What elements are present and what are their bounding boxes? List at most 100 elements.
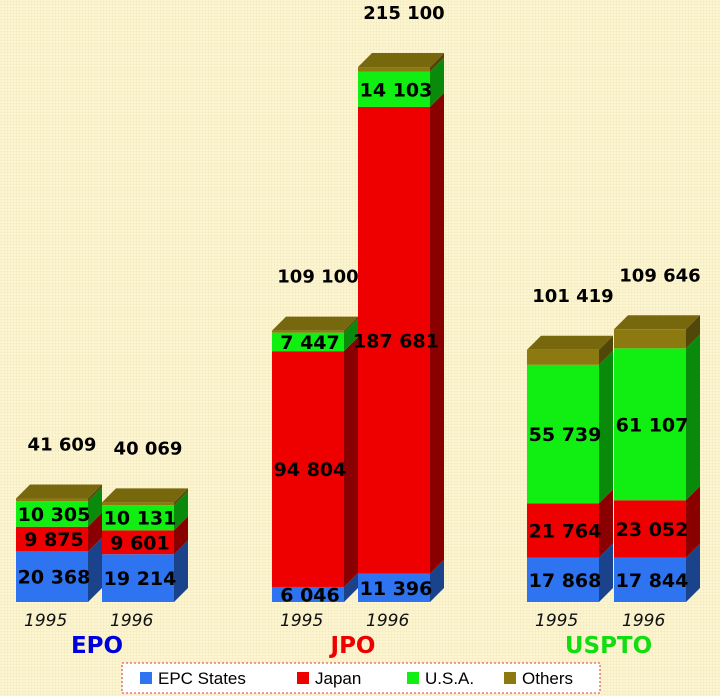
legend-label-japan: Japan: [315, 669, 361, 688]
bar-epo-1995-epc-states: [16, 551, 88, 602]
bar-uspto-1995-u-s-a: [527, 364, 599, 504]
data-label-uspto-1995-u-s-a: 55 739: [529, 424, 602, 446]
year-label-uspto-1995: 1995: [535, 611, 578, 631]
bar-side-uspto-1995-u-s-a: [599, 350, 613, 504]
data-label-jpo-1996-u-s-a: 14 103: [360, 79, 433, 101]
legend-box: [121, 662, 601, 694]
data-label-jpo-1995-epc-states: 6 046: [280, 584, 340, 606]
bar-jpo-1995-epc-states: [272, 586, 344, 602]
bar-uspto-1995-others: [527, 349, 599, 365]
data-label-jpo-1996-japan: 187 681: [353, 330, 439, 352]
bar-side-epo-1996-epc-states: [174, 540, 188, 602]
bar-side-epo-1995-others: [88, 484, 102, 502]
year-label-jpo-1995: 1995: [280, 611, 323, 631]
bar-side-epo-1996-u-s-a: [174, 491, 188, 531]
total-label-uspto-1996: 109 646: [619, 265, 700, 286]
bar-top-uspto-1995: [527, 335, 613, 350]
legend: EPC States Japan U.S.A. Others: [121, 662, 601, 694]
group-label-jpo: JPO: [329, 633, 376, 659]
data-label-epo-1996-u-s-a: 10 131: [104, 508, 177, 530]
bar-uspto-1996-epc-states: [614, 557, 686, 602]
bar-jpo-1995-others: [272, 330, 344, 333]
total-label-epo-1996: 40 069: [114, 438, 183, 459]
bar-side-uspto-1996-u-s-a: [686, 334, 700, 501]
bar-side-epo-1996-others: [174, 488, 188, 506]
group-label-epo: EPO: [71, 633, 123, 659]
data-label-epo-1995-u-s-a: 10 305: [18, 504, 91, 526]
bar-epo-1996-japan: [102, 530, 174, 555]
bar-side-epo-1995-epc-states: [88, 537, 102, 602]
total-label-uspto-1995: 101 419: [532, 286, 613, 307]
legend-swatch-japan: [297, 672, 309, 684]
data-label-jpo-1995-japan: 94 804: [274, 459, 347, 481]
bar-side-uspto-1996-japan: [686, 486, 700, 558]
bar-top-jpo-1996: [358, 53, 444, 68]
legend-swatch-others: [504, 672, 516, 684]
bar-side-jpo-1995-epc-states: [344, 572, 358, 602]
bar-top-epo-1996: [102, 488, 188, 503]
data-label-uspto-1996-u-s-a: 61 107: [616, 414, 689, 436]
data-label-jpo-1995-u-s-a: 7 447: [280, 332, 340, 354]
year-label-epo-1995: 1995: [24, 611, 67, 631]
data-label-uspto-1996-epc-states: 17 844: [616, 570, 689, 592]
bar-epo-1995-u-s-a: [16, 501, 88, 527]
data-label-epo-1995-japan: 9 875: [24, 529, 84, 551]
bar-side-jpo-1996-others: [430, 53, 444, 72]
bar-jpo-1996-u-s-a: [358, 71, 430, 107]
bar-side-jpo-1995-japan: [344, 337, 358, 587]
data-label-jpo-1996-epc-states: 11 396: [360, 578, 433, 600]
bar-side-jpo-1995-others: [344, 316, 358, 333]
bar-side-epo-1995-japan: [88, 512, 102, 552]
bar-side-uspto-1995-japan: [599, 489, 613, 558]
bar-jpo-1995-japan: [272, 351, 344, 587]
bar-side-epo-1996-japan: [174, 516, 188, 555]
total-label-jpo-1996: 215 100: [363, 3, 444, 24]
bar-uspto-1996-others: [614, 329, 686, 349]
data-label-uspto-1996-japan: 23 052: [616, 519, 689, 541]
bar-uspto-1995-japan: [527, 503, 599, 558]
data-label-epo-1996-epc-states: 19 214: [104, 568, 177, 590]
legend-label-others: Others: [522, 669, 573, 688]
data-label-uspto-1995-epc-states: 17 868: [529, 570, 602, 592]
legend-swatch-epc-states: [140, 672, 152, 684]
bar-side-epo-1995-u-s-a: [88, 487, 102, 527]
bar-uspto-1995-epc-states: [527, 557, 599, 602]
bar-top-jpo-1995: [272, 316, 358, 331]
bar-side-uspto-1996-others: [686, 315, 700, 349]
bar-side-jpo-1996-japan: [430, 92, 444, 574]
bar-top-uspto-1996: [614, 315, 700, 330]
legend-label-epc-states: EPC States: [158, 669, 246, 688]
total-label-jpo-1995: 109 100: [277, 267, 358, 288]
year-label-epo-1996: 1996: [110, 611, 153, 631]
bar-jpo-1996-japan: [358, 106, 430, 574]
bar-side-jpo-1995-u-s-a: [344, 318, 358, 352]
bar-side-uspto-1995-epc-states: [599, 543, 613, 602]
bar-uspto-1996-japan: [614, 500, 686, 558]
data-label-epo-1996-japan: 9 601: [110, 532, 170, 554]
bar-jpo-1995-u-s-a: [272, 332, 344, 352]
bar-epo-1995-others: [16, 498, 88, 502]
bar-side-uspto-1995-others: [599, 335, 613, 365]
group-label-uspto: USPTO: [565, 633, 652, 659]
data-label-epo-1995-epc-states: 20 368: [18, 567, 91, 589]
bar-side-jpo-1996-epc-states: [430, 559, 444, 602]
year-label-uspto-1996: 1996: [622, 611, 665, 631]
bar-uspto-1996-u-s-a: [614, 348, 686, 501]
total-label-epo-1995: 41 609: [28, 435, 97, 456]
legend-swatch-u-s-a: [407, 672, 419, 684]
data-label-uspto-1995-japan: 21 764: [529, 520, 602, 542]
bar-top-epo-1995: [16, 484, 102, 499]
bar-side-jpo-1996-u-s-a: [430, 57, 444, 107]
bar-epo-1996-epc-states: [102, 554, 174, 602]
legend-label-u-s-a: U.S.A.: [425, 669, 474, 688]
bars-layer: [16, 53, 700, 602]
year-label-jpo-1996: 1996: [366, 611, 409, 631]
bar-jpo-1996-epc-states: [358, 573, 430, 602]
bar-side-uspto-1996-epc-states: [686, 543, 700, 602]
bar-epo-1996-others: [102, 502, 174, 506]
bar-jpo-1996-others: [358, 67, 430, 72]
bar-epo-1996-u-s-a: [102, 505, 174, 531]
bar-epo-1995-japan: [16, 526, 88, 552]
